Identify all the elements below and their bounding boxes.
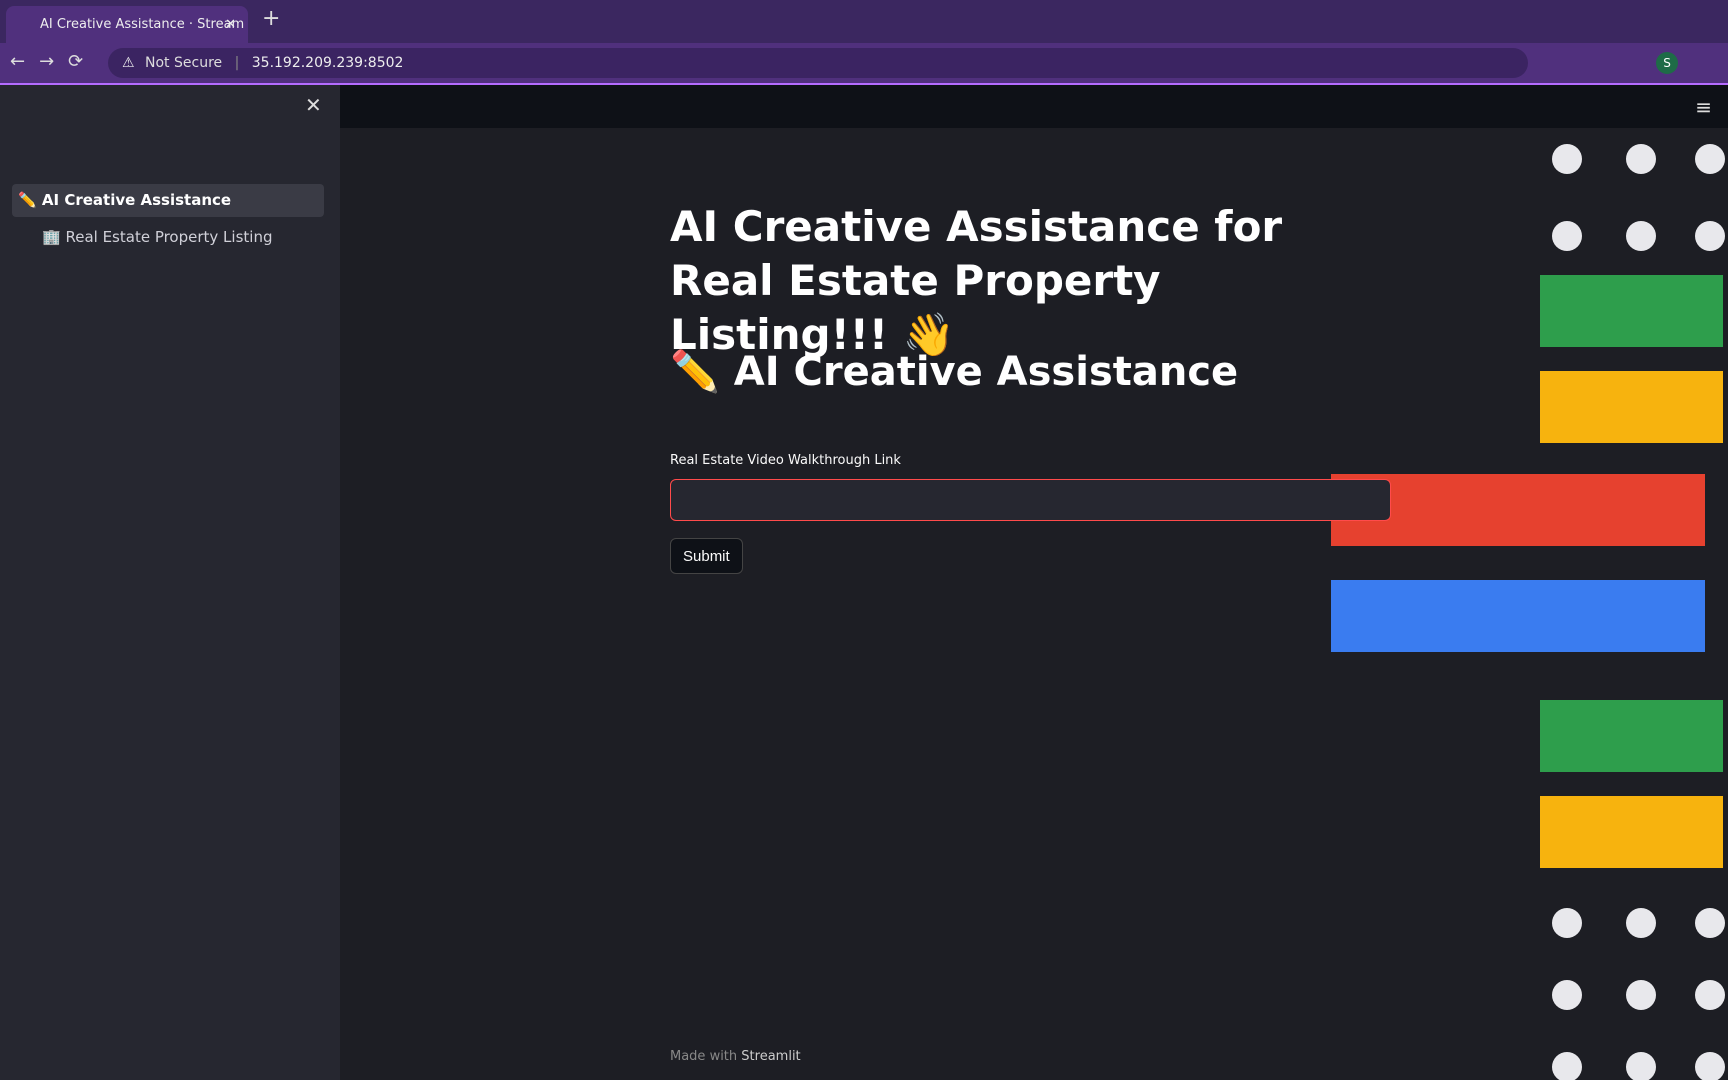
- input-label: Real Estate Video Walkthrough Link: [670, 453, 901, 468]
- section-header: ✏️ AI Creative Assistance: [670, 349, 1239, 395]
- nav-label: Real Estate Property Listing: [65, 228, 273, 246]
- nav-item[interactable]: 🏢 Real Estate Property Listing: [12, 221, 324, 254]
- sidebar: ✕ ✏️ AI Creative Assistance 🏢 Real Estat…: [0, 85, 340, 1080]
- url: 35.192.209.239:8502: [251, 55, 404, 71]
- tab-title: AI Creative Assistance · Stream: [40, 17, 245, 32]
- menu-button[interactable]: ≡: [1695, 95, 1712, 119]
- nav-icon: 🏢: [42, 228, 61, 246]
- decoration: [1331, 144, 1725, 1080]
- footer-link[interactable]: Streamlit: [741, 1049, 801, 1064]
- tab-close[interactable]: ✕: [225, 17, 236, 32]
- nav-icon: ✏️: [18, 191, 37, 209]
- close-sidebar[interactable]: ✕: [305, 93, 322, 117]
- security-label: Not Secure: [145, 55, 223, 71]
- tab[interactable]: AI Creative Assistance · Stream ✕: [6, 6, 248, 43]
- address-bar[interactable]: ⚠ Not Secure | 35.192.209.239:8502: [108, 48, 1528, 78]
- text-input[interactable]: [670, 479, 1391, 521]
- tab-bar: AI Creative Assistance · Stream ✕ +: [0, 0, 1728, 43]
- nav-buttons[interactable]: ←→⟳: [10, 51, 98, 72]
- new-tab[interactable]: +: [262, 6, 281, 31]
- nav-label: AI Creative Assistance: [41, 191, 232, 209]
- profile-avatar[interactable]: S: [1656, 52, 1678, 74]
- toolbar: ←→⟳ ⚠ Not Secure | 35.192.209.239:8502 S: [0, 43, 1728, 85]
- page-title: AI Creative Assistance for Real Estate P…: [670, 202, 1283, 359]
- footer-text: Made with: [670, 1049, 738, 1064]
- submit-button[interactable]: Submit: [670, 538, 743, 574]
- nav-item[interactable]: ✏️ AI Creative Assistance: [12, 184, 324, 217]
- app-header: ≡: [340, 85, 1728, 128]
- footer: Made with Streamlit: [670, 1049, 801, 1064]
- warning-icon: ⚠: [122, 55, 135, 71]
